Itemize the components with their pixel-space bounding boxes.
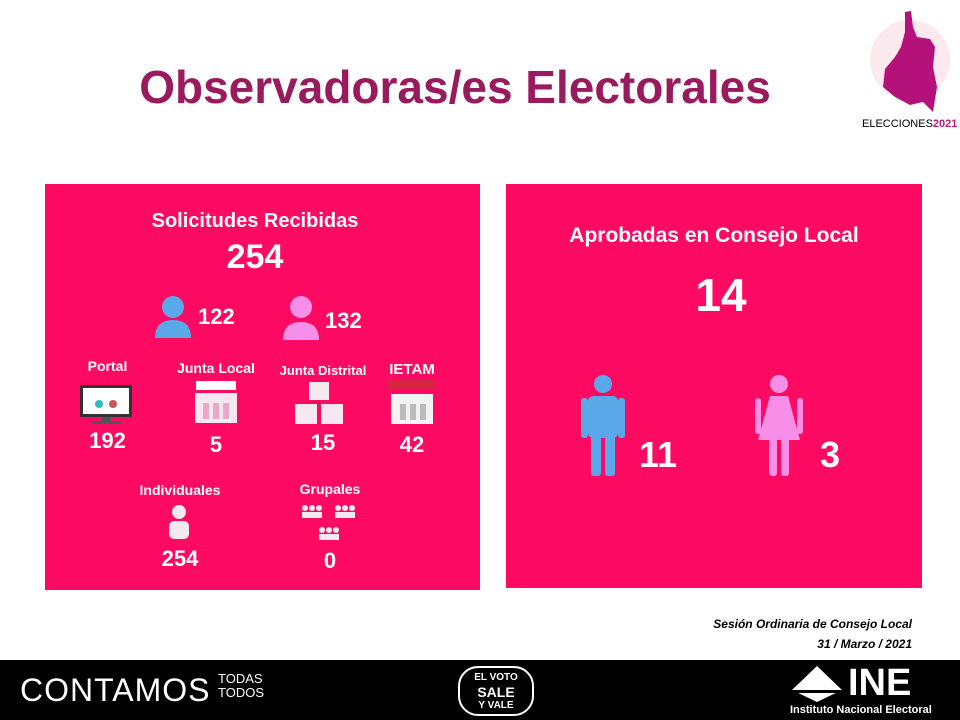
ietam-building-icon [388,380,436,424]
ine-building-icon [195,381,237,423]
woman-figure-icon [755,375,803,476]
source-label-ietam: IETAM [389,361,435,378]
source-value-ietam: 42 [399,432,425,457]
aprobadas-total: 14 [695,269,747,321]
district-buildings-icon [295,382,343,424]
voto-logo: EL VOTO SALE Y VALE [458,666,534,716]
ine-logo-icon [792,666,842,702]
tamaulipas-map-icon [883,11,937,112]
men-count: 122 [198,304,235,329]
footer: CONTAMOS TODAS TODOS EL VOTO SALE Y VALE IN… [0,660,960,720]
woman-icon [283,296,319,340]
source-value-junta-distrital: 15 [310,430,336,455]
page-title: Observadoras/es Electorales [139,61,771,113]
approved-women: 3 [820,434,841,475]
source-label-portal: Portal [87,358,128,374]
contamos-logo: CONTAMOS [20,672,211,708]
solicitudes-title: Solicitudes Recibidas [151,210,359,232]
man-figure-icon [581,375,625,476]
source-label-junta-distrital: Junta Distrital [279,363,367,378]
individual-icon [169,505,189,539]
women-count: 132 [325,308,362,333]
source-value-portal: 192 [89,428,126,453]
approved-men: 11 [639,434,678,475]
elecciones-logo: ELECCIONES2021 [860,5,957,135]
group-icon [302,505,355,540]
source-label-junta-local: Junta Local [177,360,255,376]
solicitudes-panel: Solicitudes Recibidas 254 122 132 Portal… [45,184,480,590]
type-label-grupales: Grupales [299,481,361,497]
source-value-junta-local: 5 [209,432,223,457]
man-icon [155,296,191,338]
type-value-individuales: 254 [161,546,199,571]
aprobadas-title: Aprobadas en Consejo Local [569,224,859,247]
type-label-individuales: Individuales [139,482,221,498]
aprobadas-panel: Aprobadas en Consejo Local 14 11 3 [506,184,922,588]
type-value-grupales: 0 [323,548,337,573]
session-info: Sesión Ordinaria de Consejo Local 31 / M… [713,617,912,651]
solicitudes-total: 254 [226,238,284,276]
computer-icon [80,385,132,424]
